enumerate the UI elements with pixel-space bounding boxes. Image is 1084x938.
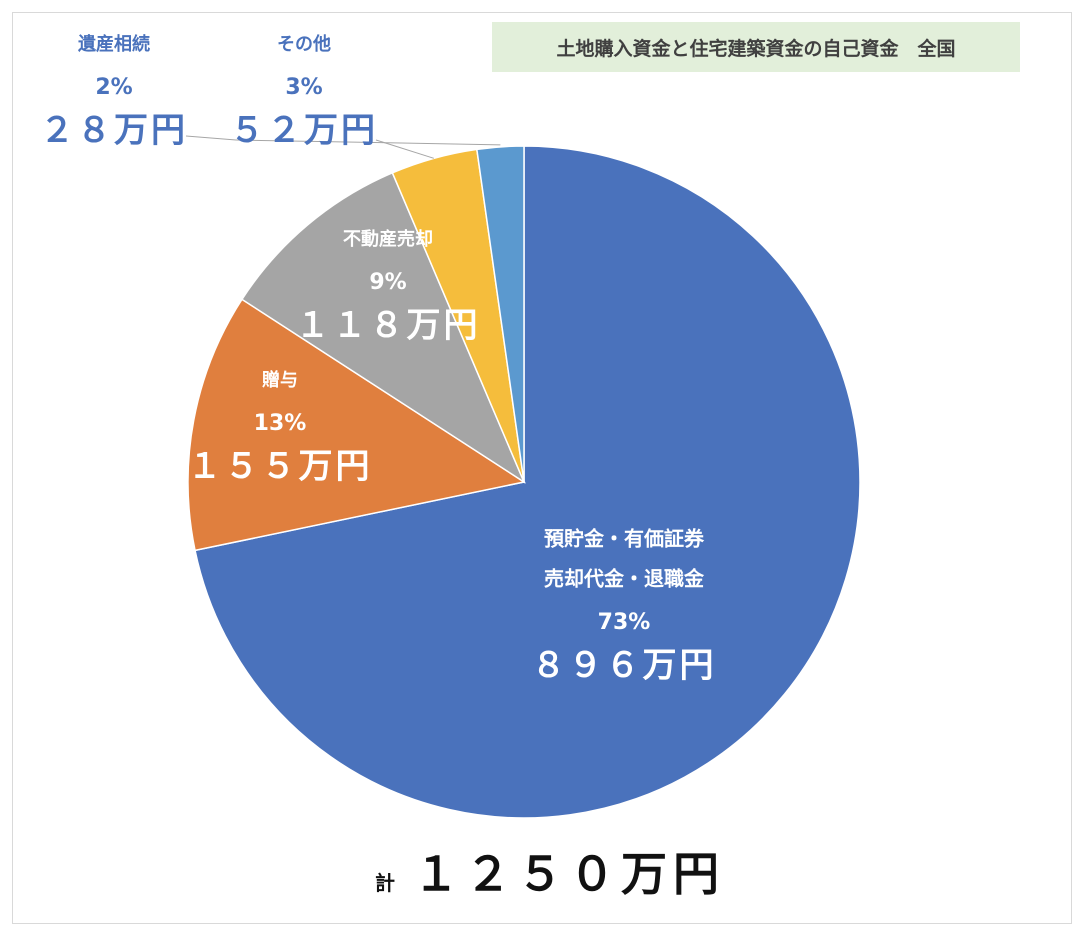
slice-percent-label: 9% xyxy=(369,270,406,295)
slice-percent-label: 13% xyxy=(254,411,307,436)
slice-percent-label: 73% xyxy=(598,610,651,635)
leader-line-inheritance-tail xyxy=(235,139,501,146)
slice-amount-label: １１８万円 xyxy=(296,306,481,346)
total-prefix: 計 xyxy=(375,871,395,895)
slice-savings xyxy=(194,145,861,819)
slice-amount-label: ８９６万円 xyxy=(532,646,717,686)
leader-line-inheritance xyxy=(185,135,237,141)
slice-real-estate xyxy=(240,171,526,484)
slice-gift xyxy=(187,298,526,552)
slice-category-label: その他 xyxy=(277,33,331,55)
chart-title: 土地購入資金と住宅建築資金の自己資金 全国 xyxy=(556,37,956,60)
slice-category-label: 不動産売却 xyxy=(343,228,433,250)
slice-category-label: 預貯金・有価証券 xyxy=(544,527,705,551)
slice-amount-label: ２８万円 xyxy=(40,111,188,151)
slice-percent-label: 2% xyxy=(95,75,132,100)
total-label: 計 １２５０万円 xyxy=(340,838,760,908)
slice-percent-label: 3% xyxy=(285,75,322,100)
slice-category-label: 売却代金・退職金 xyxy=(544,567,705,591)
total-value: １２５０万円 xyxy=(413,847,725,901)
title-box: 土地購入資金と住宅建築資金の自己資金 全国 xyxy=(492,22,1020,72)
slice-category-label: 遺産相続 xyxy=(78,33,150,55)
slice-category-label: 贈与 xyxy=(262,369,298,391)
slice-amount-label: １５５万円 xyxy=(188,447,373,487)
slice-inheritance xyxy=(475,145,525,483)
slice-amount-label: ５２万円 xyxy=(230,111,378,151)
